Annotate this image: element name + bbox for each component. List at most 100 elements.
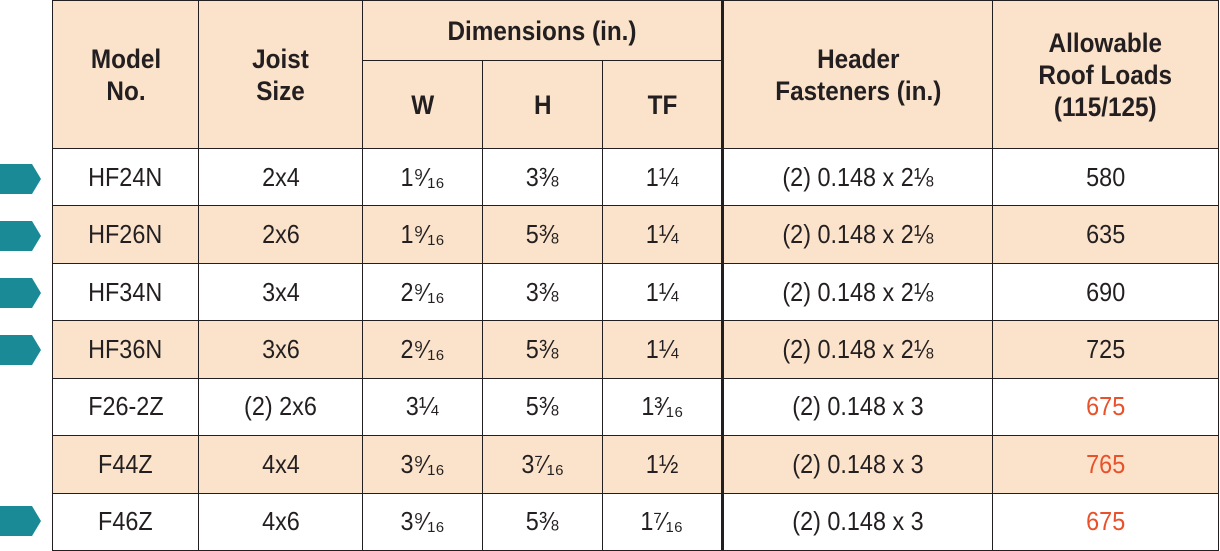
header-dimensions: Dimensions (in.) bbox=[362, 0, 724, 61]
cell-text: (2) 2x6 bbox=[244, 391, 317, 422]
cell-fasteners: (2) 0.148 x 3 bbox=[722, 492, 993, 551]
cell-text: Allowable bbox=[1048, 27, 1163, 58]
cell-fasteners: (2) 0.148 x 2⅛ bbox=[722, 205, 993, 264]
header-dim-tf: TF bbox=[602, 60, 724, 149]
cell-joist: 4x4 bbox=[198, 435, 363, 494]
table-row: HF26N 2x6 1⁹⁄₁₆ 5⅜ 1¼ (2) 0.148 x 2⅛ 635 bbox=[52, 205, 1219, 264]
arrow-marker-icon bbox=[0, 335, 41, 365]
cell-tf: 1¼ bbox=[602, 147, 724, 207]
cell-text: Fasteners (in.) bbox=[774, 75, 942, 106]
cell-text: 675 bbox=[1085, 391, 1126, 422]
cell-load: 690 bbox=[992, 262, 1219, 322]
cell-text: 2⁹⁄₁₆ bbox=[400, 276, 445, 307]
cell-text: HF36N bbox=[88, 333, 163, 364]
header-joist-size: Joist Size bbox=[198, 0, 363, 149]
table-row: F26-2Z (2) 2x6 3¼ 5⅜ 1³⁄₁₆ (2) 0.148 x 3… bbox=[52, 377, 1219, 437]
cell-h: 5⅜ bbox=[482, 377, 603, 437]
cell-text: 1¼ bbox=[645, 161, 679, 192]
cell-text: 1⁹⁄₁₆ bbox=[400, 161, 445, 192]
cell-model: HF26N bbox=[52, 205, 199, 264]
cell-text: 1¼ bbox=[645, 219, 679, 250]
cell-text: F44Z bbox=[98, 448, 153, 479]
cell-text: (2) 0.148 x 2⅛ bbox=[782, 333, 934, 364]
cell-text: 635 bbox=[1085, 219, 1126, 250]
cell-text: HF24N bbox=[88, 161, 163, 192]
arrow-marker-icon bbox=[0, 221, 41, 251]
cell-text: (2) 0.148 x 3 bbox=[792, 391, 924, 422]
cell-text: 3⅜ bbox=[526, 276, 559, 307]
header-fasteners: Header Fasteners (in.) bbox=[722, 0, 993, 149]
cell-text: HF26N bbox=[88, 219, 163, 250]
cell-joist: (2) 2x6 bbox=[198, 377, 363, 437]
cell-text: F26-2Z bbox=[87, 391, 164, 422]
cell-text: 1⁹⁄₁₆ bbox=[400, 219, 445, 250]
cell-h: 3⁷⁄₁₆ bbox=[482, 435, 603, 494]
cell-text: H bbox=[533, 89, 552, 120]
arrow-marker-icon bbox=[0, 164, 41, 194]
cell-text: 765 bbox=[1085, 448, 1126, 479]
cell-joist: 3x4 bbox=[198, 262, 363, 322]
header-model-no: Model No. bbox=[52, 0, 199, 149]
cell-fasteners: (2) 0.148 x 2⅛ bbox=[722, 147, 993, 207]
cell-model: HF36N bbox=[52, 320, 199, 379]
cell-text: (2) 0.148 x 3 bbox=[792, 448, 924, 479]
header-dim-w: W bbox=[362, 60, 483, 149]
cell-w: 2⁹⁄₁₆ bbox=[362, 262, 483, 322]
cell-text: 1⁷⁄₁₆ bbox=[640, 506, 684, 537]
cell-w: 3⁹⁄₁₆ bbox=[362, 435, 483, 494]
arrow-marker-icon bbox=[0, 506, 41, 536]
cell-text: (2) 0.148 x 3 bbox=[792, 506, 924, 537]
cell-w: 2⁹⁄₁₆ bbox=[362, 320, 483, 379]
cell-text: Header Fasteners (in.) bbox=[775, 43, 941, 107]
row-marker-column bbox=[0, 0, 44, 551]
cell-fasteners: (2) 0.148 x 3 bbox=[722, 435, 993, 494]
cell-text: 3⅜ bbox=[526, 161, 559, 192]
cell-text: 5⅜ bbox=[526, 333, 559, 364]
cell-text: Joist Size bbox=[252, 43, 309, 107]
cell-text: 3x4 bbox=[261, 276, 300, 307]
cell-text: Dimensions (in.) bbox=[447, 15, 637, 46]
cell-text: 3x6 bbox=[261, 333, 300, 364]
cell-load: 580 bbox=[992, 147, 1219, 207]
cell-load: 675 bbox=[992, 492, 1219, 551]
cell-text: 3⁹⁄₁₆ bbox=[400, 506, 445, 537]
cell-text: F46Z bbox=[98, 506, 153, 537]
cell-text: 675 bbox=[1085, 506, 1126, 537]
hanger-spec-table: Model No. Joist Size Dimensions (in.) Head… bbox=[52, 0, 1219, 551]
cell-joist: 4x6 bbox=[198, 492, 363, 551]
cell-w: 1⁹⁄₁₆ bbox=[362, 147, 483, 207]
cell-text: (2) 0.148 x 2⅛ bbox=[782, 276, 934, 307]
cell-text: Size bbox=[256, 75, 305, 106]
table-row: HF36N 3x6 2⁹⁄₁₆ 5⅜ 1¼ (2) 0.148 x 2⅛ 725 bbox=[52, 320, 1219, 379]
cell-text: 2x4 bbox=[261, 161, 300, 192]
table-row: HF24N 2x4 1⁹⁄₁₆ 3⅜ 1¼ (2) 0.148 x 2⅛ 580 bbox=[52, 147, 1219, 207]
cell-text: W bbox=[411, 89, 434, 120]
cell-text: Roof Loads bbox=[1038, 59, 1173, 90]
cell-fasteners: (2) 0.148 x 2⅛ bbox=[722, 320, 993, 379]
cell-text: Joist bbox=[252, 43, 309, 74]
cell-text: TF bbox=[647, 89, 677, 120]
cell-text: Model No. bbox=[90, 43, 160, 107]
cell-text: 4x4 bbox=[261, 448, 300, 479]
table-row: F44Z 4x4 3⁹⁄₁₆ 3⁷⁄₁₆ 1½ (2) 0.148 x 3 76… bbox=[52, 435, 1219, 494]
table-row: F46Z 4x6 3⁹⁄₁₆ 5⅜ 1⁷⁄₁₆ (2) 0.148 x 3 67… bbox=[52, 492, 1219, 551]
cell-h: 5⅜ bbox=[482, 320, 603, 379]
cell-text: 725 bbox=[1085, 333, 1126, 364]
cell-text: 690 bbox=[1085, 276, 1126, 307]
cell-text: No. bbox=[105, 75, 146, 106]
cell-tf: 1⁷⁄₁₆ bbox=[602, 492, 724, 551]
cell-w: 3¼ bbox=[362, 377, 483, 437]
header-allowable-loads: Allowable Roof Loads (115/125) bbox=[992, 0, 1219, 149]
cell-text: (2) 0.148 x 2⅛ bbox=[782, 161, 934, 192]
cell-h: 3⅜ bbox=[482, 262, 603, 322]
cell-load: 635 bbox=[992, 205, 1219, 264]
cell-load: 765 bbox=[992, 435, 1219, 494]
cell-w: 3⁹⁄₁₆ bbox=[362, 492, 483, 551]
cell-tf: 1¼ bbox=[602, 205, 724, 264]
cell-text: HF34N bbox=[88, 276, 163, 307]
arrow-marker-icon bbox=[0, 278, 41, 308]
cell-model: HF24N bbox=[52, 147, 199, 207]
cell-tf: 1½ bbox=[602, 435, 724, 494]
header-dim-h: H bbox=[482, 60, 603, 149]
cell-text: 1½ bbox=[645, 448, 679, 479]
